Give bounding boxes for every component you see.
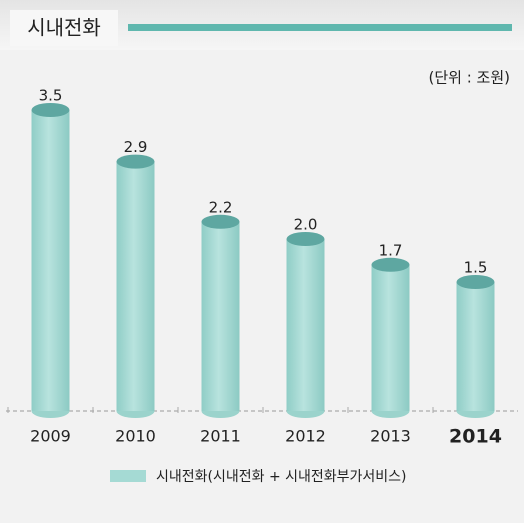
x-tick-label: 2013 bbox=[370, 427, 411, 446]
bar bbox=[371, 264, 410, 411]
data-label: 2.9 bbox=[124, 138, 148, 156]
bar bbox=[31, 110, 70, 411]
bar-top bbox=[31, 103, 70, 117]
data-label: 1.7 bbox=[379, 241, 403, 259]
bar-top bbox=[371, 257, 410, 272]
x-tick-label: 2010 bbox=[115, 427, 156, 446]
x-tick-label: 2014 bbox=[449, 426, 502, 448]
bar-top bbox=[286, 232, 325, 246]
chart-title: 시내전화 bbox=[27, 16, 101, 40]
x-tick-label: 2009 bbox=[30, 427, 71, 446]
data-label: 1.5 bbox=[464, 259, 488, 277]
bar bbox=[116, 161, 155, 411]
bar bbox=[286, 239, 325, 411]
header-rule bbox=[128, 24, 512, 31]
bar bbox=[456, 282, 495, 411]
bar-top bbox=[456, 275, 495, 289]
bar bbox=[201, 221, 240, 411]
data-label: 2.2 bbox=[209, 198, 233, 216]
bar-top bbox=[116, 154, 155, 169]
legend-label: 시내전화(시내전화 + 시내전화부가서비스) bbox=[156, 469, 407, 485]
data-label: 2.0 bbox=[294, 216, 318, 234]
legend-swatch bbox=[110, 470, 146, 482]
x-tick-label: 2012 bbox=[285, 427, 326, 446]
title-box bbox=[10, 10, 118, 46]
x-tick-label: 2011 bbox=[200, 427, 241, 446]
unit-label: (단위 : 조원) bbox=[429, 69, 511, 87]
bar-top bbox=[201, 214, 240, 229]
data-label: 3.5 bbox=[39, 87, 63, 105]
